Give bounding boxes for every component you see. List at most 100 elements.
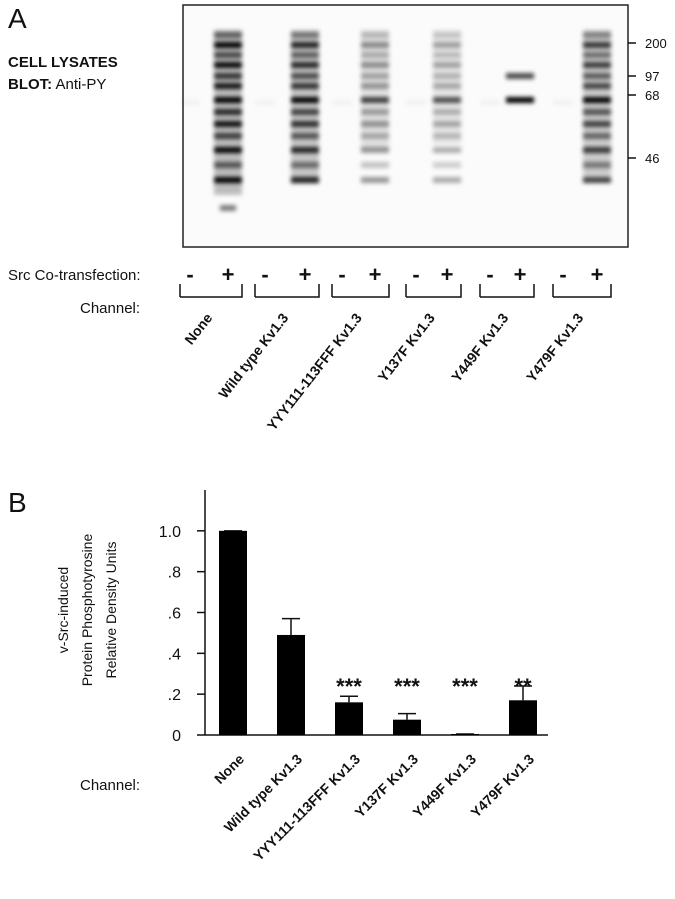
lane-label: Y137F Kv1.3 xyxy=(374,310,438,385)
lane-bracket xyxy=(479,284,535,298)
plus-sign: + xyxy=(369,262,382,287)
band xyxy=(291,133,319,139)
band xyxy=(214,73,242,79)
band xyxy=(433,133,461,139)
plus-sign: + xyxy=(299,262,312,287)
band xyxy=(361,42,389,48)
x-tick-label: None xyxy=(211,751,247,787)
mw-label: 97 xyxy=(645,69,659,84)
band xyxy=(583,121,611,127)
significance-label: *** xyxy=(394,674,420,699)
band xyxy=(361,32,389,38)
band xyxy=(506,73,534,79)
blot-bands xyxy=(180,30,611,211)
minus-sign: - xyxy=(412,262,419,287)
band xyxy=(583,62,611,68)
y-axis-label: Protein Phosphotyrosine xyxy=(79,534,95,687)
band xyxy=(583,42,611,48)
blot-prefix: BLOT: xyxy=(8,76,52,93)
x-axis-label: Channel: xyxy=(80,777,140,794)
band xyxy=(291,147,319,153)
y-tick-label: .8 xyxy=(168,565,181,582)
band xyxy=(214,147,242,153)
band xyxy=(291,97,319,103)
band xyxy=(583,73,611,79)
bar xyxy=(509,700,537,735)
band xyxy=(433,162,461,168)
blot-antibody: Anti-PY xyxy=(56,76,107,93)
band xyxy=(214,177,242,183)
mw-label: 68 xyxy=(645,88,659,103)
lane-label: Y479F Kv1.3 xyxy=(523,310,587,385)
blot-frame xyxy=(182,4,629,248)
bar xyxy=(393,719,421,735)
band xyxy=(332,100,352,105)
band xyxy=(291,32,319,38)
band xyxy=(583,162,611,168)
transfection-label: Src Co-transfection: xyxy=(8,267,141,284)
band xyxy=(214,121,242,127)
smear xyxy=(361,30,389,150)
significance-label: ** xyxy=(514,674,532,699)
band xyxy=(433,83,461,89)
band xyxy=(361,177,389,183)
band xyxy=(506,97,534,103)
bar xyxy=(277,634,305,735)
band xyxy=(433,42,461,48)
minus-sign: - xyxy=(559,262,566,287)
minus-sign: - xyxy=(338,262,345,287)
significance-label: *** xyxy=(336,674,362,699)
band xyxy=(291,42,319,48)
band xyxy=(583,52,611,58)
band xyxy=(214,32,242,38)
band xyxy=(583,109,611,115)
blot-title: CELL LYSATES xyxy=(8,54,118,71)
band xyxy=(291,121,319,127)
lane-bracket xyxy=(405,284,462,298)
mw-label: 46 xyxy=(645,151,659,166)
band xyxy=(220,205,236,211)
band xyxy=(361,97,389,103)
significance-label: *** xyxy=(452,674,478,699)
lane-bracket xyxy=(179,284,243,298)
band xyxy=(291,73,319,79)
band xyxy=(361,109,389,115)
band xyxy=(433,177,461,183)
band xyxy=(361,133,389,139)
band xyxy=(361,162,389,168)
lane-label: None xyxy=(181,310,215,348)
bar-chart: 0 .2 .4 .6 .8 1.0 v-Src-induced Protein Phospho… xyxy=(55,490,548,864)
band xyxy=(291,177,319,183)
band xyxy=(361,62,389,68)
band xyxy=(433,32,461,38)
panel-label: A xyxy=(8,3,27,34)
band xyxy=(480,100,500,105)
band xyxy=(583,83,611,89)
band xyxy=(291,62,319,68)
band xyxy=(553,100,573,105)
band xyxy=(214,42,242,48)
plus-sign: + xyxy=(222,262,235,287)
bar xyxy=(219,530,247,735)
band xyxy=(214,162,242,168)
y-tick-label: 1.0 xyxy=(159,524,181,541)
band xyxy=(214,109,242,115)
band xyxy=(433,97,461,103)
lane-label: Y449F Kv1.3 xyxy=(448,310,512,385)
y-tick-label: 0 xyxy=(172,728,181,745)
band xyxy=(214,97,242,103)
band xyxy=(361,52,389,58)
band xyxy=(214,83,242,89)
band xyxy=(583,147,611,153)
lane-labels: - +None- +Wild type Kv1.3- +YYY111-113FFF K… xyxy=(179,262,612,433)
bar xyxy=(451,733,479,735)
panel-label: B xyxy=(8,487,27,518)
mw-markers: 200 97 68 46 xyxy=(628,36,667,166)
lane-bracket xyxy=(254,284,320,298)
plus-sign: + xyxy=(441,262,454,287)
band xyxy=(361,147,389,153)
y-axis-label: v-Src-induced xyxy=(55,567,71,653)
band xyxy=(361,73,389,79)
band xyxy=(583,177,611,183)
y-tick-label: .4 xyxy=(168,646,181,663)
